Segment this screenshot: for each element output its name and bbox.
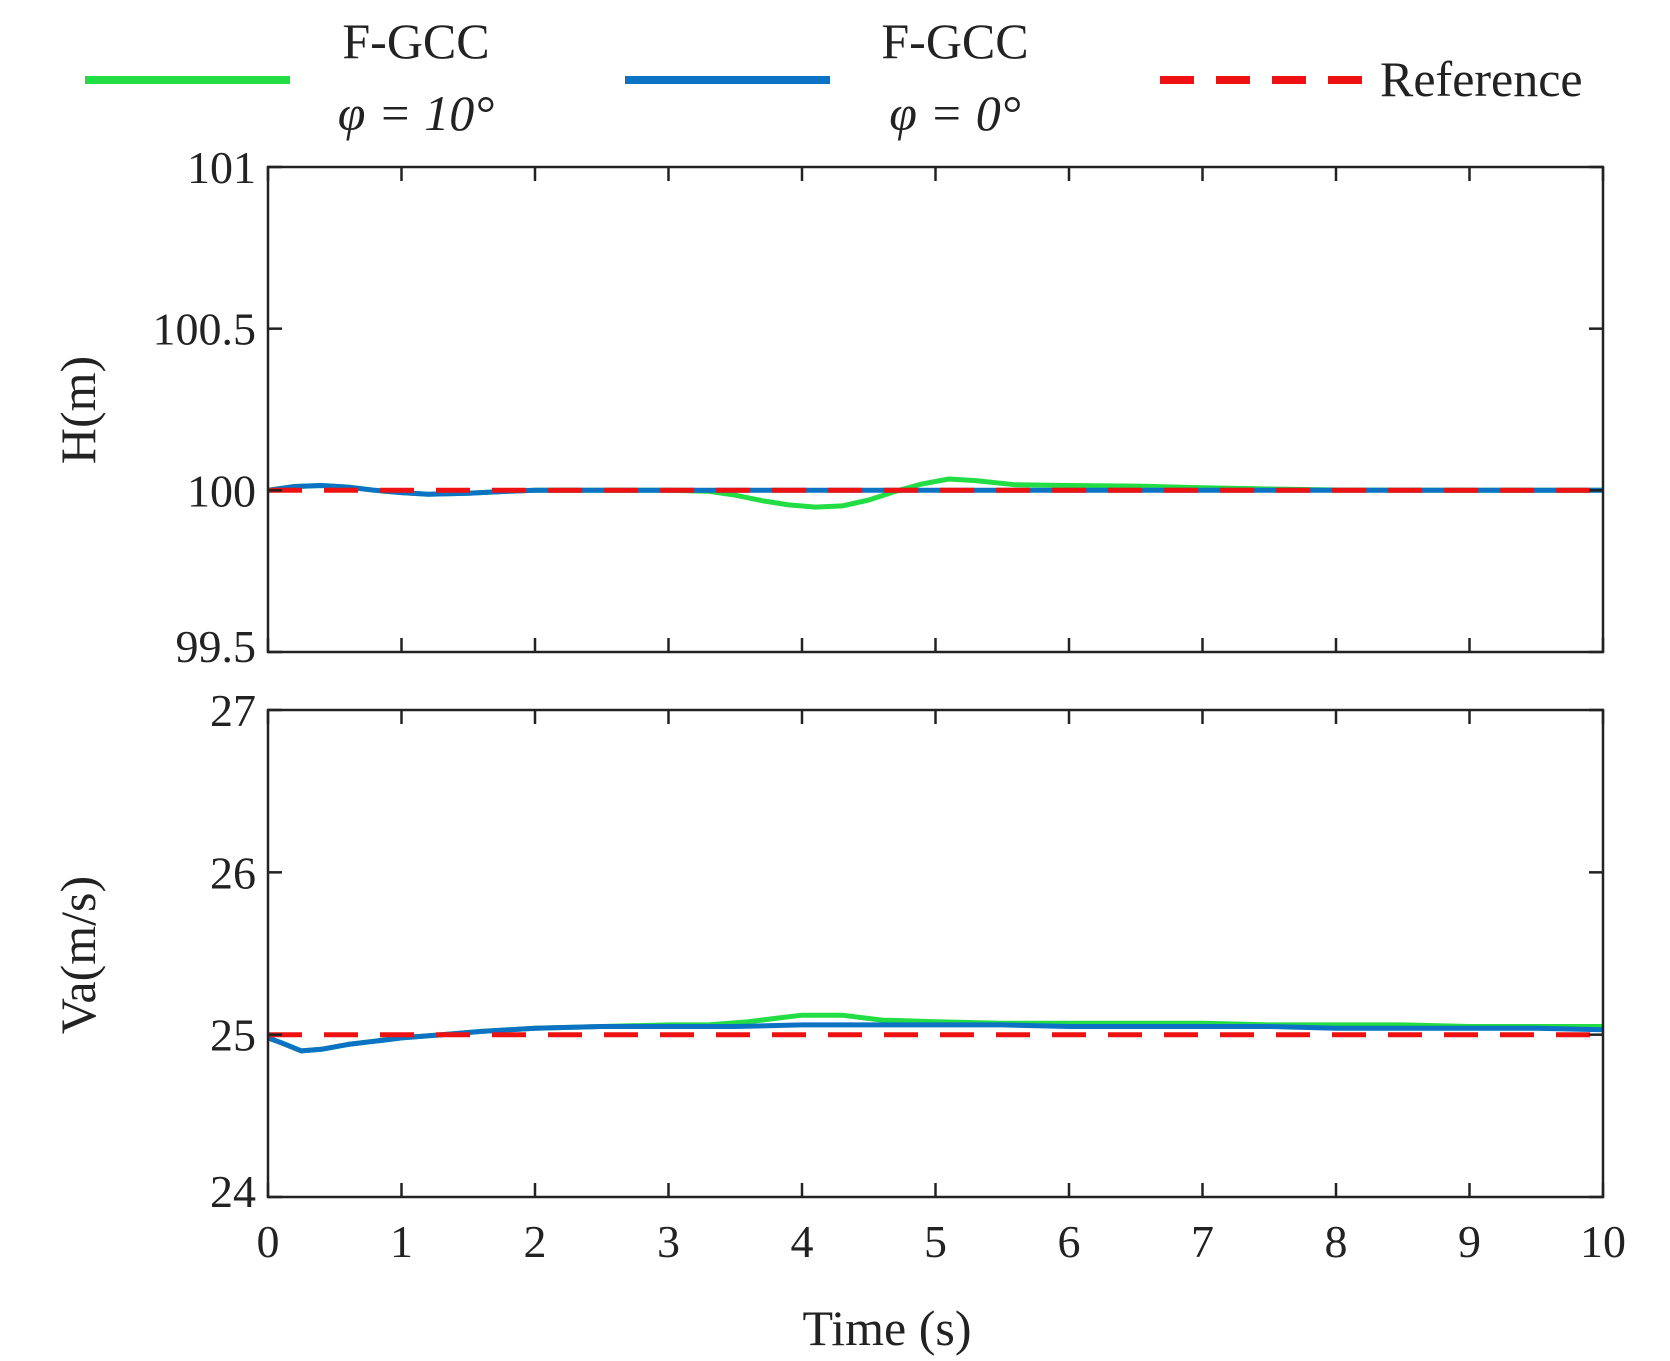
- altitude-ytick-label: 100.5: [153, 304, 257, 355]
- time-xtick-label: 0: [257, 1216, 280, 1267]
- airspeed-ytick-label: 24: [210, 1166, 256, 1217]
- legend-label-blue-line1: F-GCC: [881, 13, 1028, 69]
- altitude-ytick-label: 100: [187, 465, 256, 516]
- airspeed-series-phi-0: [267, 1022, 1604, 1054]
- time-xtick-label: 5: [924, 1216, 947, 1267]
- airspeed-plot-frame: [266, 708, 1605, 1199]
- time-xlabel: Time (s): [802, 1300, 971, 1356]
- time-xtick-label: 2: [524, 1216, 547, 1267]
- legend-label-blue-line2: φ = 0°: [889, 85, 1020, 141]
- altitude-ytick-label: 99.5: [176, 621, 257, 672]
- altitude-plot-frame: [266, 165, 1605, 654]
- time-xtick-label: 8: [1325, 1216, 1348, 1267]
- time-xtick-label: 7: [1191, 1216, 1214, 1267]
- airspeed-series-group: [267, 1012, 1604, 1054]
- altitude-axes: 99.5 100 100.5 101 H(m): [50, 142, 1605, 672]
- altitude-series-group: [267, 476, 1603, 510]
- altitude-ylabel: H(m): [50, 356, 106, 464]
- airspeed-ylabel: Va(m/s): [50, 876, 106, 1034]
- time-xtick-label: 6: [1058, 1216, 1081, 1267]
- time-xtick-label: 3: [657, 1216, 680, 1267]
- legend-label-green-line1: F-GCC: [342, 13, 489, 69]
- altitude-ytick-label: 101: [187, 142, 256, 193]
- legend-label-red: Reference: [1380, 51, 1583, 107]
- airspeed-ticks: 24 25 26 27 0 1 2 3 4 5 6 7 8 9 10: [210, 685, 1626, 1267]
- airspeed-ytick-label: 25: [210, 1010, 256, 1061]
- time-xtick-label: 4: [791, 1216, 814, 1267]
- airspeed-axes: 24 25 26 27 0 1 2 3 4 5 6 7 8 9 10 Va(m/s) Time (s): [50, 685, 1626, 1356]
- airspeed-ytick-label: 27: [210, 685, 256, 736]
- legend: F-GCC φ = 10° F-GCC φ = 0° Reference: [85, 13, 1583, 141]
- time-xtick-label: 9: [1458, 1216, 1481, 1267]
- time-xtick-label: 10: [1580, 1216, 1626, 1267]
- time-xtick-label: 1: [390, 1216, 413, 1267]
- legend-label-green-line2: φ = 10°: [338, 85, 494, 141]
- airspeed-ytick-label: 26: [210, 847, 256, 898]
- altitude-ticks: 99.5 100 100.5 101: [153, 142, 1605, 672]
